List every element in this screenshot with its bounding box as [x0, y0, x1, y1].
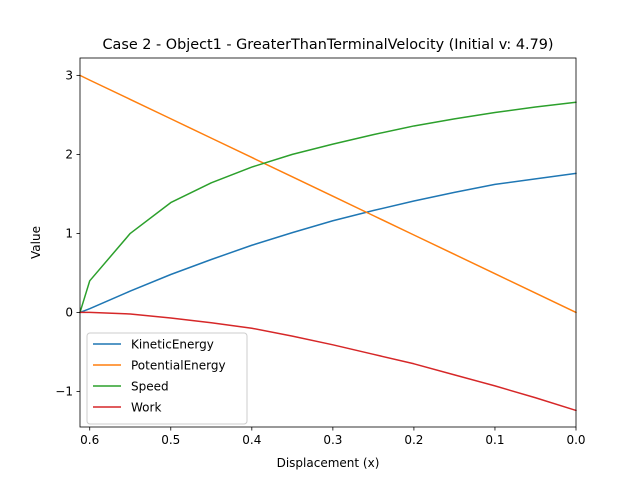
legend-label: KineticEnergy [131, 337, 214, 351]
axes-layer: 0.6 0.5 0.4 0.3 0.2 0.1 0.0 −1 0 1 2 3 [55, 57, 586, 447]
x-axis-label: Displacement (x) [277, 456, 380, 470]
y-tick-label: 3 [65, 69, 73, 83]
legend-label: PotentialEnergy [131, 358, 226, 372]
legend-box [86, 332, 248, 425]
series-line-potentialenergy [79, 74, 577, 314]
y-tick-label: 2 [65, 148, 73, 162]
y-tick-label: −1 [55, 385, 73, 399]
legend-label: Speed [131, 379, 169, 393]
x-tick-label: 0.5 [161, 433, 180, 447]
chart-title: Case 2 - Object1 - GreaterThanTerminalVe… [103, 37, 554, 53]
series-line-kineticenergy [79, 172, 577, 314]
series-layer [79, 74, 577, 412]
y-axis-label: Value [29, 226, 43, 259]
x-tick-label: 0.4 [242, 433, 261, 447]
legend: KineticEnergy PotentialEnergy Speed Work [86, 332, 248, 425]
y-tick-label: 1 [65, 227, 73, 241]
y-tick-label: 0 [65, 306, 73, 320]
x-tick-label: 0.2 [404, 433, 423, 447]
series-line-speed [79, 101, 577, 314]
axes-frame [79, 57, 577, 428]
x-tick-label: 0.0 [566, 433, 585, 447]
series-line-work [79, 311, 577, 412]
x-tick-label: 0.3 [323, 433, 342, 447]
x-tick-label: 0.1 [485, 433, 504, 447]
x-tick-label: 0.6 [80, 433, 99, 447]
legend-label: Work [131, 400, 161, 414]
